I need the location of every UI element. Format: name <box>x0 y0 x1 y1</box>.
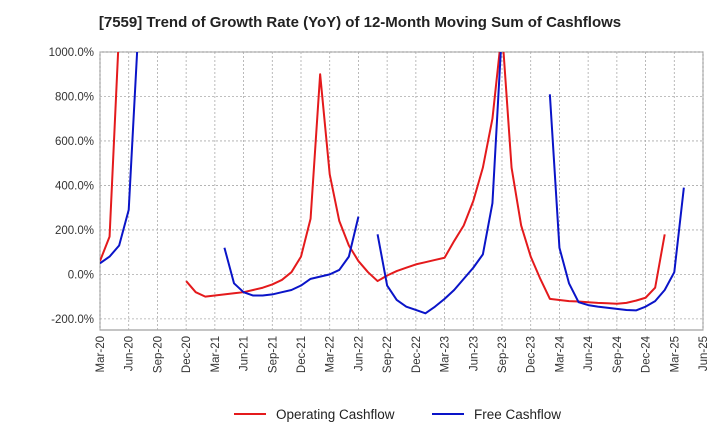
chart-title: [7559] Trend of Growth Rate (YoY) of 12-… <box>98 14 622 31</box>
plot-area <box>99 51 704 331</box>
x-tick-label: Sep-21 <box>267 336 279 373</box>
y-tick-label: 200.0% <box>55 225 94 237</box>
x-tick-label: Sep-24 <box>612 335 624 373</box>
x-tick-label: Mar-23 <box>440 336 452 372</box>
x-tick-label: Dec-20 <box>181 336 193 373</box>
series-line-free-cashflow <box>100 52 685 315</box>
x-tick-label: Jun-22 <box>353 336 365 371</box>
y-tick-label: 600.0% <box>55 136 94 148</box>
y-tick-label: 1000.0% <box>49 47 94 59</box>
x-tick-label: Dec-23 <box>526 336 538 373</box>
x-tick-label: Jun-24 <box>583 335 595 371</box>
x-tick-label: Dec-22 <box>411 336 423 373</box>
x-tick-label: Jun-20 <box>124 336 136 371</box>
x-tick-label: Sep-20 <box>152 336 164 373</box>
x-tick-label: Jun-25 <box>698 336 710 371</box>
y-tick-label: 0.0% <box>68 269 94 281</box>
x-tick-label: Jun-21 <box>239 336 251 371</box>
x-tick-label: Sep-22 <box>382 336 394 373</box>
series-line-operating-cashflow <box>100 52 666 305</box>
x-tick-label: Sep-23 <box>497 336 509 373</box>
legend-label: Free Cashflow <box>474 407 561 422</box>
x-tick-label: Dec-21 <box>296 336 308 373</box>
x-tick-label: Mar-22 <box>325 336 337 372</box>
x-tick-label: Mar-25 <box>669 336 681 372</box>
x-tick-label: Dec-24 <box>641 335 653 373</box>
x-tick-label: Mar-20 <box>95 336 107 372</box>
legend-label: Operating Cashflow <box>276 407 395 422</box>
y-tick-label: 800.0% <box>55 91 94 103</box>
x-tick-label: Jun-23 <box>468 336 480 371</box>
y-tick-label: -200.0% <box>51 314 94 326</box>
x-tick-label: Mar-24 <box>554 335 566 372</box>
x-tick-label: Mar-21 <box>210 336 222 372</box>
y-tick-label: 400.0% <box>55 180 94 192</box>
